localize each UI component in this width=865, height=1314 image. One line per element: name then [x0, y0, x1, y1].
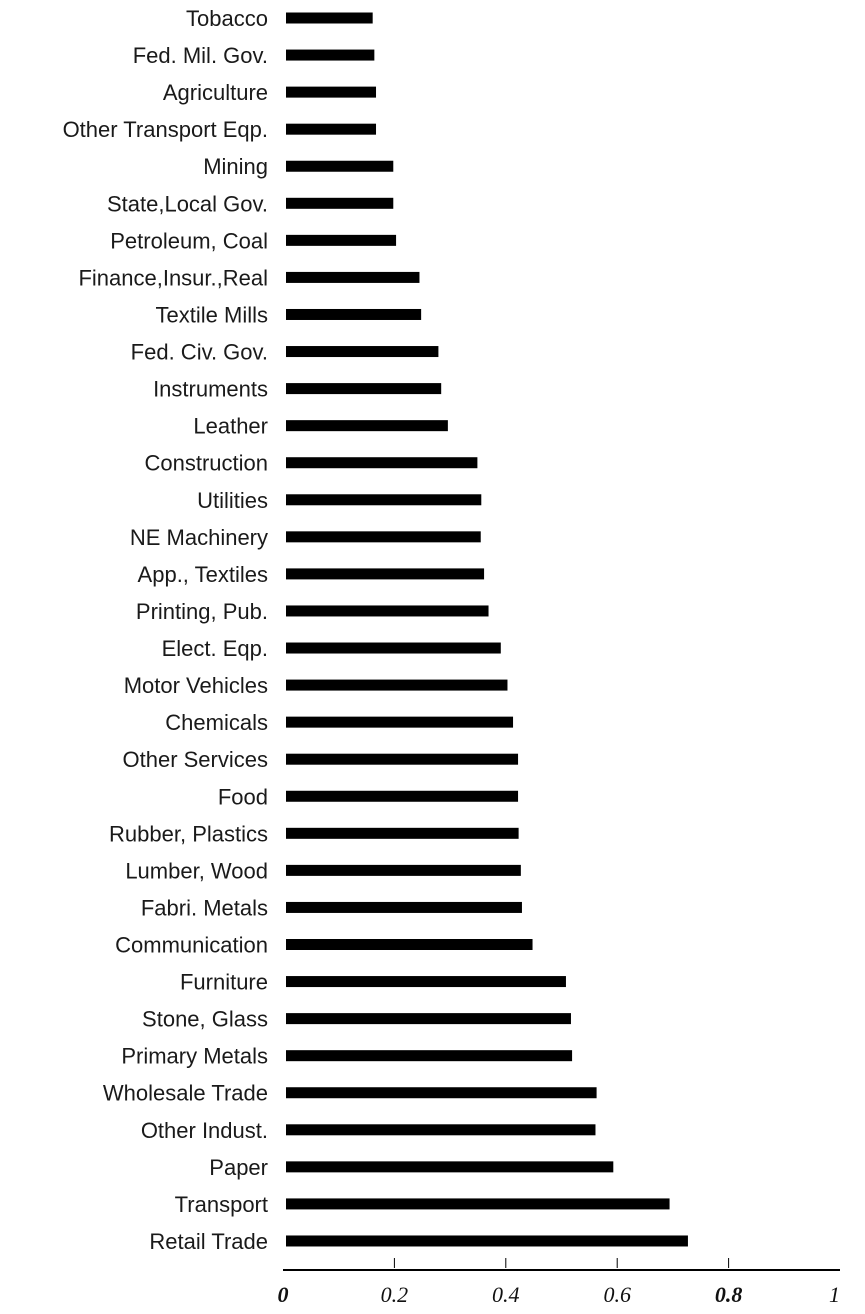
category-label: Leather: [193, 414, 268, 439]
x-tick-label: 1: [829, 1282, 840, 1307]
bar: [286, 976, 566, 988]
x-tick-label: 0.2: [381, 1282, 409, 1307]
category-label: Other Transport Eqp.: [63, 117, 268, 142]
bar: [286, 494, 482, 506]
category-label: Communication: [115, 933, 268, 958]
bar: [286, 234, 397, 246]
category-label: Tobacco: [186, 6, 268, 31]
bar: [286, 939, 533, 950]
bar: [286, 568, 485, 580]
bar: [286, 308, 422, 320]
category-label: Motor Vehicles: [124, 673, 268, 698]
category-label: Utilities: [197, 488, 268, 513]
category-label: Transport: [175, 1192, 268, 1217]
category-label: Retail Trade: [149, 1229, 268, 1254]
category-label: Construction: [144, 451, 268, 476]
bar: [286, 901, 522, 913]
bar: [286, 346, 439, 358]
category-label: Wholesale Trade: [103, 1081, 268, 1106]
bar: [286, 753, 519, 765]
bar: [286, 86, 377, 98]
category-label: Other Services: [123, 747, 269, 772]
bar: [286, 271, 420, 283]
category-label: Instruments: [153, 377, 268, 402]
category-label: Petroleum, Coal: [110, 228, 268, 253]
category-label: Finance,Insur.,Real: [78, 265, 268, 290]
category-label: Mining: [203, 154, 268, 179]
category-label: Textile Mills: [156, 302, 268, 327]
bar: [286, 716, 514, 728]
bar: [286, 827, 519, 839]
bar: [286, 457, 478, 469]
category-label: Chemicals: [165, 710, 268, 735]
bar: [286, 605, 489, 617]
category-label: NE Machinery: [130, 525, 268, 550]
bar: [286, 1235, 688, 1247]
x-tick-label: 0.8: [715, 1282, 743, 1307]
x-tick-label: 0: [278, 1282, 289, 1307]
bar: [286, 531, 481, 543]
bars: [286, 12, 688, 1247]
bar: [286, 642, 501, 654]
category-label: Food: [218, 784, 268, 809]
category-labels: Tobacco Fed. Mil. Gov. Agriculture Other Tr…: [63, 6, 268, 1254]
category-label: Paper: [209, 1155, 268, 1180]
bar: [286, 679, 508, 691]
category-label: Fabri. Metals: [141, 895, 268, 920]
bar: [286, 197, 394, 209]
x-axis-ticks: 0 0.2 0.4 0.6 0.8 1: [278, 1258, 840, 1307]
category-label: Lumber, Wood: [125, 858, 268, 883]
x-tick-label: 0.6: [603, 1282, 631, 1307]
bar: [286, 123, 377, 135]
category-label: State,Local Gov.: [107, 191, 268, 216]
bar: [286, 1124, 596, 1136]
bar: [286, 383, 442, 395]
category-label: App., Textiles: [138, 562, 268, 587]
category-label: Elect. Eqp.: [162, 636, 268, 661]
x-tick-label: 0.4: [492, 1282, 520, 1307]
bar: [286, 1198, 670, 1210]
bar: [286, 1050, 573, 1062]
bar: [286, 864, 521, 876]
category-label: Other Indust.: [141, 1118, 268, 1143]
category-label: Fed. Civ. Gov.: [131, 340, 268, 365]
bar: [286, 1161, 614, 1173]
category-label: Agriculture: [163, 80, 268, 105]
category-label: Primary Metals: [121, 1044, 268, 1069]
bar: [286, 160, 394, 172]
bar: [286, 1013, 571, 1025]
category-label: Furniture: [180, 970, 268, 995]
bar: [286, 420, 448, 432]
category-label: Printing, Pub.: [136, 599, 268, 624]
bar: [286, 1087, 597, 1099]
category-label: Stone, Glass: [142, 1007, 268, 1032]
bar: [286, 790, 519, 802]
bar: [286, 49, 375, 61]
category-label: Rubber, Plastics: [109, 821, 268, 846]
bar: [286, 12, 373, 24]
category-label: Fed. Mil. Gov.: [133, 43, 268, 68]
